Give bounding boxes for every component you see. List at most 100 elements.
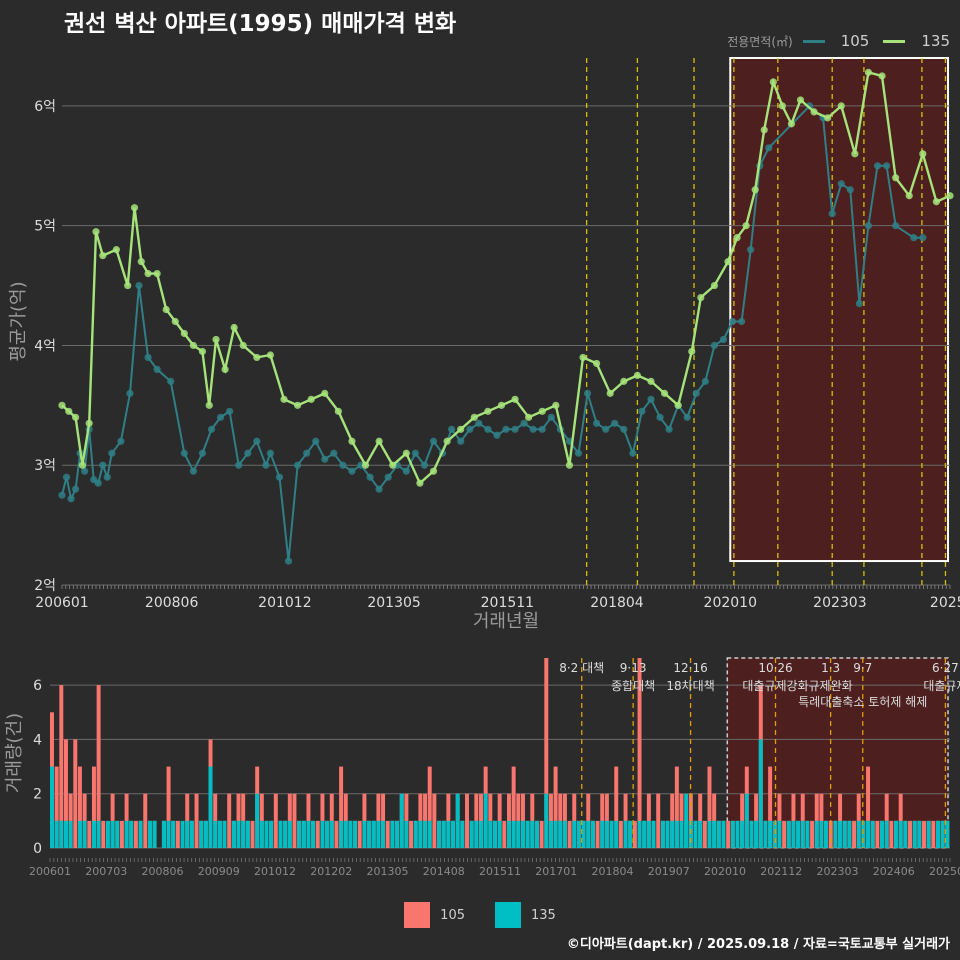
data-point-105 [293, 461, 302, 469]
data-point-105 [275, 473, 284, 481]
data-point-105 [855, 299, 863, 308]
y-tick-label: 6 [33, 678, 42, 694]
bar-105 [637, 658, 642, 848]
bar-135 [460, 820, 465, 848]
policy-text-label: 특례대출축소 토허제 해제 [798, 695, 927, 709]
data-point-105 [153, 365, 161, 374]
data-point-135 [878, 72, 886, 80]
data-point-105 [366, 473, 374, 481]
data-point-135 [710, 281, 719, 290]
bar-135 [945, 820, 950, 848]
bar-135 [628, 820, 633, 848]
x-axis-label: 거래년월 [473, 611, 539, 632]
bar-135 [749, 820, 754, 848]
bar-135 [189, 820, 194, 848]
bar-105 [87, 820, 92, 848]
bar-105 [133, 820, 138, 848]
data-point-135 [851, 150, 859, 158]
bar-135 [721, 820, 726, 848]
bar-135 [208, 766, 213, 848]
data-point-105 [411, 449, 419, 457]
bar-135 [437, 820, 442, 848]
data-point-135 [65, 407, 73, 415]
bar-135 [427, 820, 432, 848]
bar-135 [698, 820, 703, 848]
policy-text-label: 규제완화 [809, 679, 853, 693]
x-tick-label: 202508 [929, 865, 960, 878]
x-tick-label: 202303 [817, 865, 859, 878]
bar-135 [138, 820, 143, 848]
bar-135 [772, 820, 777, 848]
bar-105 [810, 820, 815, 848]
bar-135 [241, 820, 246, 848]
bar-135 [339, 820, 344, 848]
y-tick-label: 4억 [34, 338, 56, 354]
price-legend: 전용면적(㎡) 105 135 [727, 32, 950, 50]
data-point-135 [697, 293, 705, 302]
data-point-105 [511, 425, 519, 433]
x-tick-label: 200909 [198, 865, 240, 878]
data-point-135 [525, 413, 533, 421]
bar-135 [381, 820, 386, 848]
bar-135 [348, 820, 353, 848]
data-point-105 [737, 317, 746, 326]
y-tick-label: 4 [33, 732, 42, 748]
data-point-105 [846, 186, 854, 194]
data-point-135 [593, 359, 601, 368]
data-point-135 [137, 258, 145, 266]
data-point-135 [402, 449, 410, 457]
y-tick-label: 5억 [34, 219, 56, 235]
data-point-105 [67, 495, 75, 503]
bar-105 [101, 820, 106, 848]
legend-bottom-135: 135 [531, 907, 556, 923]
data-point-135 [230, 323, 238, 332]
data-point-135 [416, 479, 424, 487]
data-point-135 [266, 351, 275, 359]
data-point-105 [475, 419, 483, 427]
data-point-135 [162, 305, 170, 314]
x-tick-label: 201408 [423, 865, 465, 878]
bar-105 [726, 820, 731, 848]
legend-swatch-105 [802, 39, 825, 43]
bar-135 [553, 820, 558, 848]
data-point-105 [837, 180, 845, 188]
bar-135 [423, 820, 428, 848]
data-point-105 [81, 467, 89, 475]
price-chart: 2억 3억 4억 5억 6억 200601 200806 201012 201305 201511… [8, 57, 960, 632]
data-point-105 [348, 467, 356, 475]
x-tick-label: 202303 [813, 595, 866, 611]
data-point-135 [470, 413, 478, 421]
volume-legend: 105 135 [0, 902, 960, 928]
data-point-135 [307, 395, 315, 403]
data-point-135 [99, 252, 107, 260]
policy-date-label: 9·13 [620, 661, 647, 675]
bar-135 [740, 820, 745, 848]
data-point-135 [78, 461, 86, 469]
bar-135 [856, 820, 861, 848]
bar-135 [805, 820, 810, 848]
bar-105 [250, 820, 255, 848]
policy-text-label: 대출규제강화 [742, 679, 808, 693]
bar-135 [576, 820, 581, 848]
data-point-135 [253, 353, 261, 362]
bar-135 [670, 820, 675, 848]
bar-135 [68, 820, 73, 848]
data-point-105 [529, 425, 537, 433]
bar-135 [768, 820, 773, 848]
bar-105 [409, 820, 414, 848]
data-point-105 [593, 419, 601, 427]
bar-135 [311, 820, 316, 848]
data-point-105 [457, 437, 465, 445]
bar-135 [614, 820, 619, 848]
bar-105 [427, 766, 432, 848]
data-point-135 [189, 341, 197, 350]
bar-105 [702, 820, 707, 848]
bar-135 [152, 820, 157, 848]
bar-135 [185, 820, 190, 848]
data-point-135 [429, 467, 438, 475]
x-tick-label: 201701 [535, 865, 577, 878]
x-tick-label: 200806 [142, 865, 184, 878]
bar-135 [936, 820, 940, 848]
data-point-105 [602, 425, 610, 433]
data-point-135 [760, 126, 768, 134]
